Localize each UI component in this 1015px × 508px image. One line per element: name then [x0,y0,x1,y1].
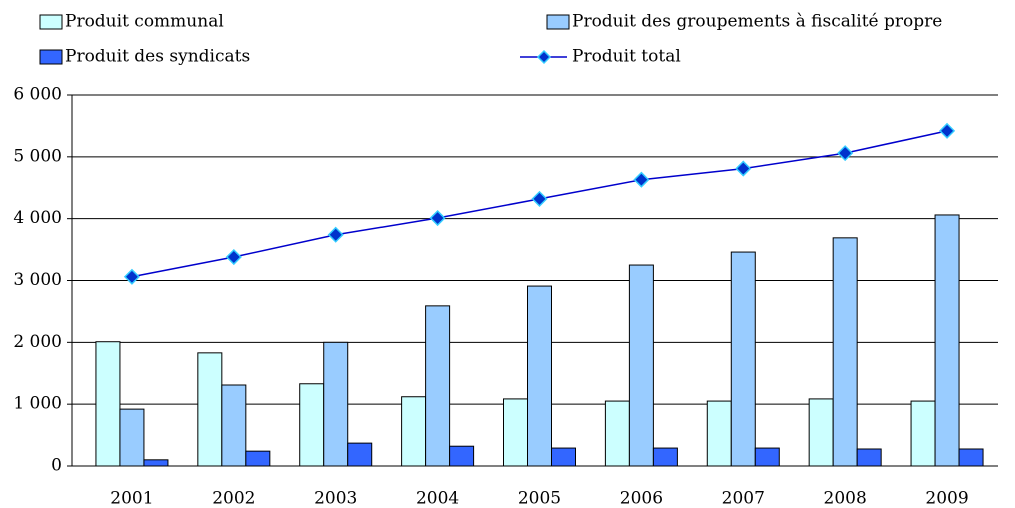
bar [197,352,223,467]
legend-swatch [39,49,63,65]
y-tick-label: 6 000 [13,85,62,105]
y-tick-label: 2 000 [13,332,62,352]
bar [245,450,271,467]
x-tick-label: 2006 [620,489,663,508]
y-tick-label: 1 000 [13,394,62,414]
x-tick-label: 2005 [518,489,561,508]
bar [299,383,325,467]
line-marker [735,160,752,177]
bar [832,237,858,467]
y-tick-label: 3 000 [13,270,62,290]
line-marker [429,209,446,227]
line-marker [938,122,956,139]
legend-swatch [546,14,570,30]
bar [425,305,451,467]
bar [808,398,834,467]
bar [347,442,373,467]
line-marker [837,145,854,162]
line-marker [531,190,548,207]
bar [143,459,169,467]
x-tick-label: 2007 [722,489,765,508]
legend-label: Produit communal [65,12,224,32]
bar [449,445,475,467]
bar [934,214,960,467]
x-tick-label: 2003 [314,489,357,508]
bar [503,398,528,467]
y-tick-label: 0 [51,456,62,476]
bar [910,400,936,467]
line-marker [225,248,242,266]
bar [652,447,678,467]
bar [706,400,732,467]
y-tick-label: 4 000 [13,208,62,228]
legend-swatch [39,14,63,30]
bar [628,264,654,467]
line-marker [123,268,141,285]
bar [604,400,630,467]
legend-label: Produit total [572,47,681,67]
legend-marker [536,49,552,65]
bar [730,251,756,467]
bar [401,396,427,467]
bar [323,341,349,467]
x-tick-label: 2008 [824,489,867,508]
bar [551,447,576,467]
bar [856,448,882,467]
x-tick-label: 2004 [416,489,459,508]
legend-label: Produit des syndicats [65,47,250,67]
line-marker [633,171,650,188]
bar [527,285,552,467]
bar [958,448,984,467]
line-marker [327,226,344,243]
x-tick-label: 2001 [110,489,153,508]
bar [119,408,145,467]
y-tick-label: 5 000 [13,146,62,166]
bar [221,384,247,467]
bar [95,341,121,467]
x-tick-label: 2009 [925,489,968,508]
x-tick-label: 2002 [212,489,255,508]
bar [754,447,780,467]
legend-label: Produit des groupements à fiscalité prop… [572,12,942,32]
